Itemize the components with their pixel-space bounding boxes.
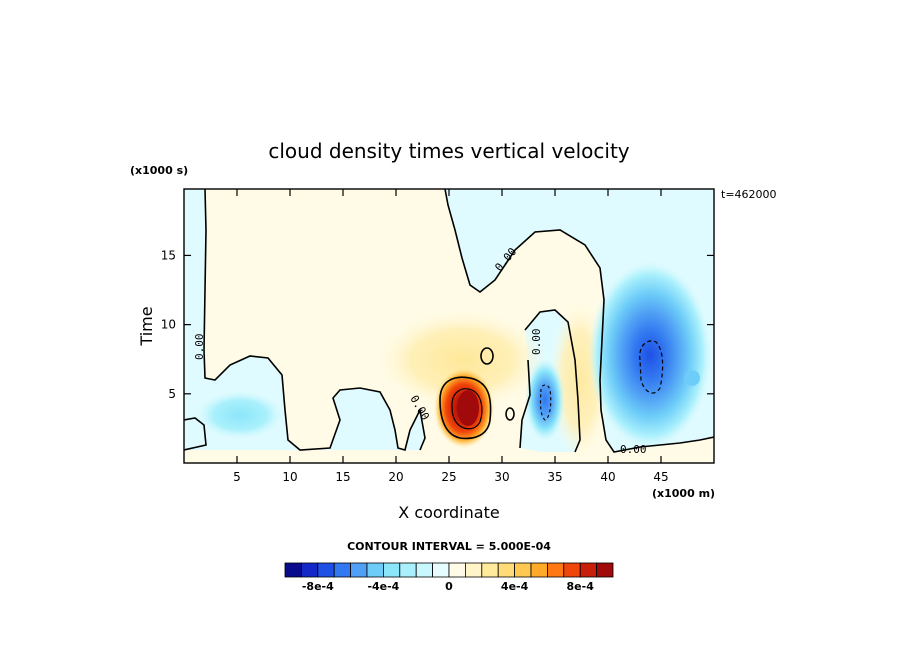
region-left: [184, 189, 425, 450]
positive-halo: [377, 310, 547, 410]
colorbar-swatch: [514, 562, 532, 578]
colorbar-swatch: [284, 562, 302, 578]
y-tick-label: 5: [168, 387, 176, 401]
x-tick-label: 45: [653, 470, 668, 484]
y-axis-label: Time: [137, 306, 156, 346]
time-stamp: t=462000: [721, 188, 777, 201]
downdraft-contour-mid: [539, 384, 552, 421]
colorbar-swatch: [563, 562, 581, 578]
zero-contour-mid-left: [519, 359, 531, 449]
downdraft-mid: [525, 358, 565, 442]
chart-title: cloud density times vertical velocity: [268, 139, 629, 163]
colorbar-swatch: [464, 562, 483, 578]
colorbar-tick-label: 8e-4: [567, 580, 595, 593]
contour-label: 0.00: [620, 443, 647, 456]
x-unit-label: (x1000 m): [652, 487, 715, 500]
colorbar-swatch: [350, 562, 368, 578]
colorbar-tick-label: -8e-4: [302, 580, 334, 593]
colorbar-swatch: [399, 562, 417, 578]
colorbar-swatch: [596, 562, 614, 578]
downdraft-contour: [639, 340, 664, 394]
contour-label: 0.00: [530, 329, 543, 356]
y-ticks: 5 10 15: [161, 248, 714, 401]
strong-downdraft: [588, 260, 712, 450]
colorbar-swatch: [579, 562, 598, 578]
colorbar-swatch: [448, 562, 466, 578]
x-tick-label: 35: [547, 470, 562, 484]
x-ticks: 5 10 15 20 25 30 35 40 45: [233, 189, 669, 484]
colorbar-swatch: [497, 562, 516, 578]
colorbar-swatch: [333, 562, 352, 578]
colorbar-swatch: [530, 562, 548, 578]
colorbar-swatch: [300, 562, 319, 578]
x-tick-label: 25: [441, 470, 456, 484]
zero-contour-edge: [184, 417, 207, 451]
colorbar-swatch: [547, 562, 565, 578]
x-tick-label: 5: [233, 470, 241, 484]
core-contour-inner: [451, 388, 483, 430]
zero-contour-left: [203, 189, 426, 451]
x-axis-label: X coordinate: [398, 503, 499, 522]
updraft-inner: [457, 390, 479, 426]
colorbar-swatch: [317, 562, 335, 578]
contour-label: 0.00: [193, 334, 206, 361]
colorbar-tick-label: 4e-4: [501, 580, 529, 593]
core-contour: [439, 376, 492, 440]
zero-contour-upper: [444, 189, 714, 453]
y-tick-label: 15: [161, 248, 176, 262]
x-tick-label: 15: [335, 470, 350, 484]
colorbar-swatch: [481, 562, 499, 578]
colorbar-swatch: [382, 562, 401, 578]
colorbar-tick-label: -4e-4: [367, 580, 399, 593]
zero-contour-mid: [524, 309, 581, 453]
colorbar-swatch: [432, 562, 450, 578]
x-tick-label: 20: [388, 470, 403, 484]
y-unit-label: (x1000 s): [130, 164, 188, 177]
x-tick-label: 30: [494, 470, 509, 484]
plot-area: 0.00 0.00 0.00 0.00 0.00: [184, 189, 714, 463]
y-tick-label: 10: [161, 318, 176, 332]
small-contour: [480, 347, 494, 365]
x-tick-label: 10: [282, 470, 297, 484]
contours: [184, 189, 714, 453]
colorbar-swatch: [415, 562, 434, 578]
colorbar-tick-label: 0: [445, 580, 453, 593]
contour-interval: CONTOUR INTERVAL = 5.000E-04: [347, 540, 551, 553]
small-contour-2: [505, 407, 515, 421]
weak-downdraft: [195, 390, 285, 440]
x-tick-label: 40: [600, 470, 615, 484]
colorbar-swatch: [366, 562, 384, 578]
colorbar-ticks: -8e-4 -4e-4 0 4e-4 8e-4: [302, 580, 594, 593]
colorbar: [284, 562, 614, 578]
downdraft-spot: [684, 370, 700, 386]
